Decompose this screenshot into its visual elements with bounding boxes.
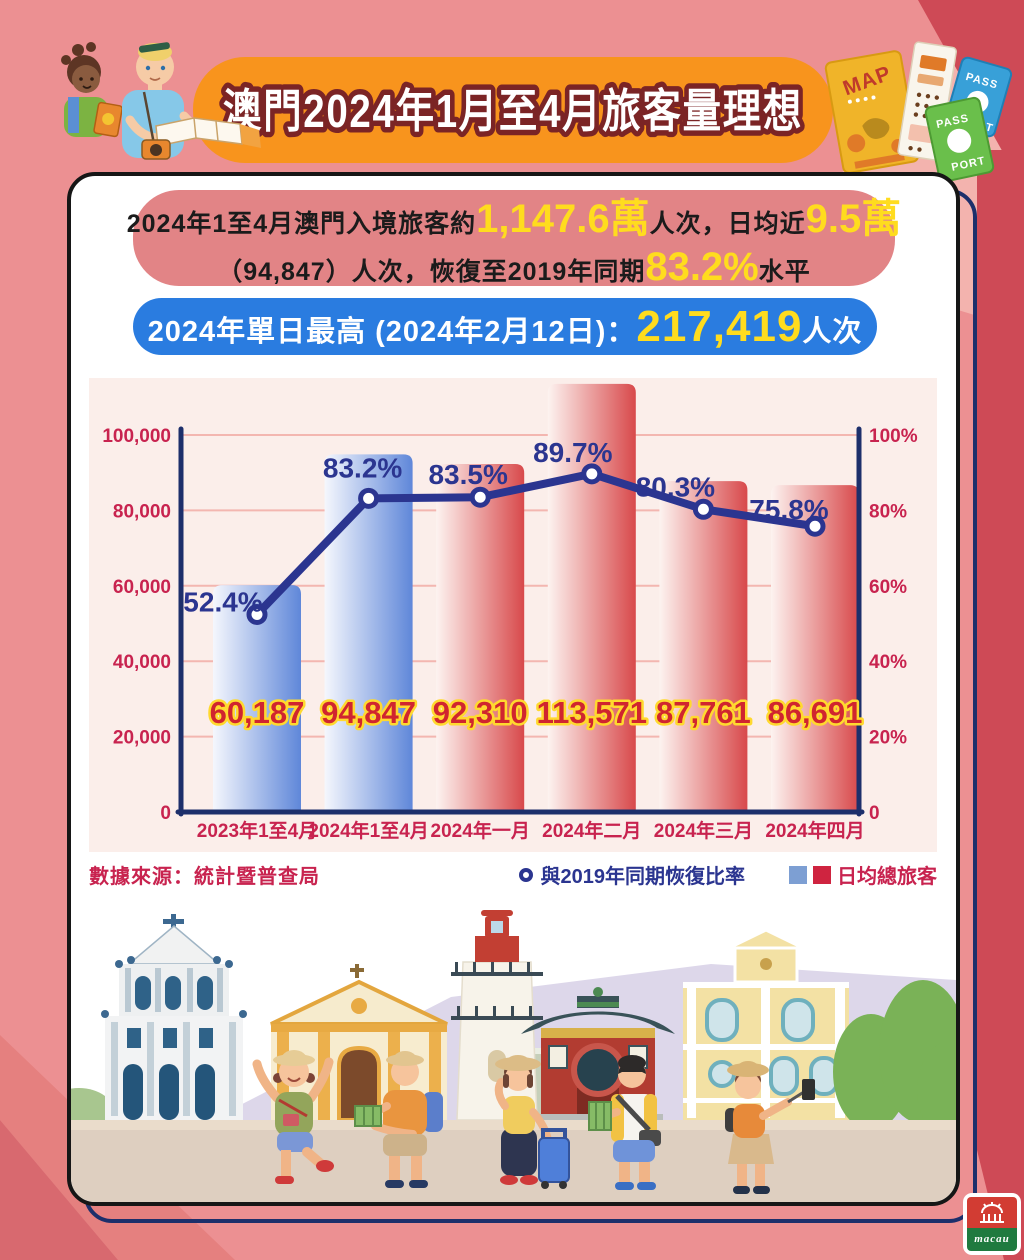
yellow-colonial-building [683, 928, 849, 1120]
svg-text:87,761: 87,761 [656, 695, 751, 730]
svg-text:80%: 80% [869, 501, 907, 522]
summary-text: 水平 [758, 258, 811, 286]
svg-text:60,187: 60,187 [210, 695, 305, 730]
selfie-tourist [725, 1061, 815, 1194]
legend-line-series: 與2019年同期恢復比率 [518, 860, 746, 889]
svg-text:80.3%: 80.3% [636, 471, 715, 502]
record-unit: 人次 [802, 315, 863, 348]
content-card: 2024年1至4月澳門入境旅客約 1,147.6萬 人次，日均近 9.5萬 （94,8… [67, 172, 960, 1206]
svg-text:0: 0 [160, 803, 171, 824]
map-reading-tourist [588, 1055, 661, 1190]
trees-right [833, 980, 956, 1140]
record-banner: 2024年單日最高 (2024年2月12日)： 217,419 人次 [133, 298, 877, 355]
svg-text:0: 0 [869, 803, 880, 824]
svg-text:75.8%: 75.8% [749, 494, 828, 525]
svg-text:2024年三月: 2024年三月 [654, 819, 753, 842]
record-line: 2024年單日最高 (2024年2月12日)： 217,419 人次 [148, 302, 863, 352]
svg-text:40,000: 40,000 [113, 652, 171, 673]
tourist-left [61, 42, 123, 138]
legend-row: 數據來源：統計暨普查局 與2019年同期恢復比率 日均總旅客 [89, 860, 937, 889]
svg-text:94,847: 94,847 [321, 695, 416, 730]
legend-line-label: 與2019年同期恢復比率 [540, 866, 746, 888]
logo-text: macau [967, 1228, 1017, 1251]
svg-text:2024年二月: 2024年二月 [542, 819, 641, 842]
cheering-tourist [252, 1050, 334, 1184]
summary-highlight: 83.2% [645, 245, 759, 289]
tourist-right [122, 42, 261, 160]
svg-text:20,000: 20,000 [113, 728, 171, 749]
svg-text:113,571: 113,571 [537, 695, 647, 730]
backpacker-tourist [354, 1051, 443, 1188]
summary-highlight: 9.5萬 [805, 197, 902, 241]
summary-highlight: 1,147.6萬 [476, 197, 650, 241]
svg-text:52.4%: 52.4% [183, 586, 262, 617]
record-value: 217,419 [636, 301, 803, 351]
svg-text:40%: 40% [869, 652, 907, 673]
chart-panel: 0 0 20,000 20% 40,000 40% 60,000 60% 80,000 80% 10… [89, 378, 937, 852]
svg-text:83.5%: 83.5% [428, 459, 507, 490]
legend-bar-series: 日均總旅客 [789, 860, 937, 889]
summary-banner: 2024年1至4月澳門入境旅客約 1,147.6萬 人次，日均近 9.5萬 （94,8… [127, 190, 901, 289]
svg-text:2024年四月: 2024年四月 [765, 819, 864, 842]
summary-line-1: 2024年1至4月澳門入境旅客約 1,147.6萬 人次，日均近 9.5萬 [127, 186, 902, 244]
svg-text:2024年1至4月: 2024年1至4月 [308, 819, 428, 842]
svg-text:20%: 20% [869, 728, 907, 749]
title-svg: 澳門2024年1月至4月旅客量理想 [218, 80, 807, 143]
record-label: 2024年單日最高 (2024年2月12日)： [147, 315, 637, 348]
svg-text:60%: 60% [869, 577, 907, 598]
red-bar-swatch-icon [813, 865, 831, 884]
svg-text:100,000: 100,000 [102, 426, 171, 447]
legend-bar-label: 日均總旅客 [837, 866, 937, 888]
summary-line-2: （94,847）人次，恢復至2019年同期 83.2% 水平 [159, 245, 869, 290]
legend-group: 與2019年同期恢復比率 日均總旅客 [518, 860, 937, 889]
ruins-of-st-pauls [101, 914, 247, 1120]
svg-text:100%: 100% [869, 426, 918, 447]
svg-text:83.2%: 83.2% [323, 452, 402, 483]
blue-bar-swatch-icon [789, 865, 807, 884]
camera-strap [142, 91, 156, 145]
page-title: 澳門2024年1月至4月旅客量理想 [223, 85, 803, 137]
svg-text:2024年一月: 2024年一月 [431, 819, 530, 842]
svg-text:80,000: 80,000 [113, 501, 171, 522]
visitors-combo-chart: 0 0 20,000 20% 40,000 40% 60,000 60% 80,000 80% 10… [102, 383, 918, 842]
macau-landmarks-illustration [71, 910, 956, 1202]
suitcase-tourist [494, 1055, 570, 1189]
tourists-illustration [61, 42, 261, 160]
summary-text: 人次，日均近 [649, 210, 806, 238]
logo-facade-icon [967, 1197, 1017, 1228]
data-source: 數據來源：統計暨普查局 [89, 866, 320, 888]
summary-text: 2024年1至4月澳門入境旅客約 [126, 210, 477, 238]
svg-text:2023年1至4月: 2023年1至4月 [197, 819, 317, 842]
svg-text:89.7%: 89.7% [533, 437, 612, 468]
svg-text:60,000: 60,000 [113, 577, 171, 598]
passport-green: PASS PORT [924, 96, 995, 183]
travel-documents-illustration: MAP PASS PORT [824, 41, 1013, 183]
macau-logo: macau [963, 1193, 1021, 1255]
line-marker-icon [518, 867, 533, 882]
title-banner: 澳門2024年1月至4月旅客量理想 [193, 57, 833, 163]
svg-text:86,691: 86,691 [768, 695, 863, 730]
svg-text:92,310: 92,310 [433, 695, 528, 730]
summary-text: （94,847）人次，恢復至2019年同期 [217, 258, 646, 286]
